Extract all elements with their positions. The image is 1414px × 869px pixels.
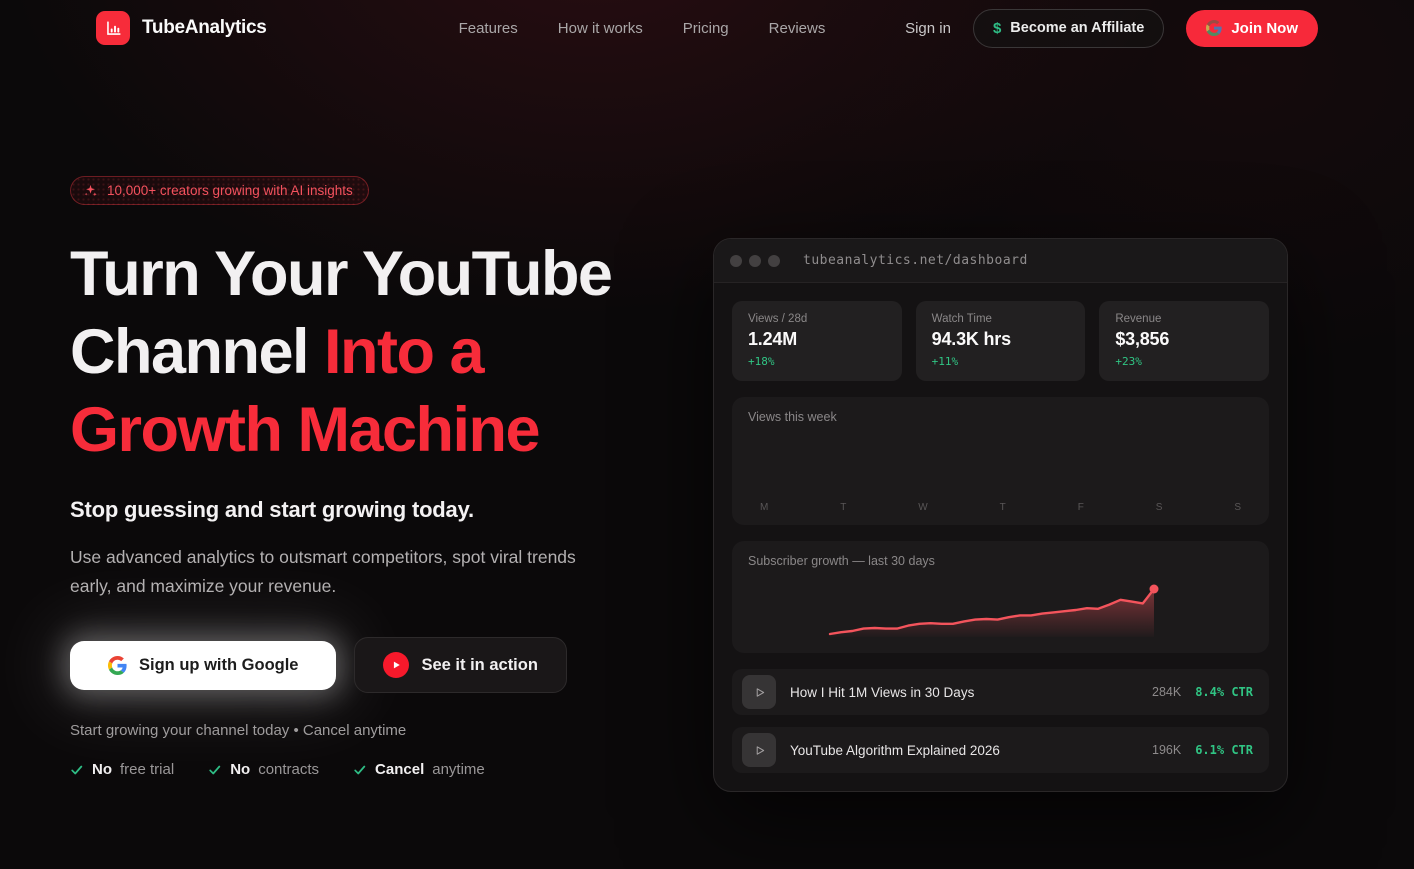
- dashboard-body: Views / 28d 1.24M +18% Watch Time 94.3K …: [714, 283, 1287, 791]
- sparkles-icon: [84, 184, 97, 197]
- hero-section: 10,000+ creators growing with AI insight…: [70, 176, 690, 778]
- check-bold-text: No: [92, 761, 112, 779]
- day-label: S: [1155, 502, 1163, 513]
- stat-card-revenue: Revenue $3,856 +23%: [1099, 301, 1269, 381]
- subscriber-growth-panel: Subscriber growth — last 30 days: [732, 541, 1269, 653]
- subscriber-line-chart: [828, 584, 1159, 637]
- address-bar-url: tubeanalytics.net/dashboard: [803, 253, 1028, 268]
- video-views: 196K: [1152, 743, 1182, 757]
- day-label: M: [760, 502, 769, 513]
- badge-text: 10,000+ creators growing with AI insight…: [107, 183, 353, 198]
- hero-body-text: Use advanced analytics to outsmart compe…: [70, 547, 576, 597]
- hero-title: Turn Your YouTube Channel Into a Growth …: [70, 235, 670, 469]
- become-affiliate-button[interactable]: $ Become an Affiliate: [972, 8, 1165, 48]
- day-label: T: [840, 502, 847, 513]
- stat-label: Revenue: [1115, 313, 1162, 325]
- stat-label: Views / 28d: [748, 313, 808, 325]
- cta-row: Sign up with Google See it in action: [70, 637, 690, 694]
- day-label: S: [1234, 502, 1241, 513]
- stat-label: Watch Time: [931, 313, 992, 325]
- affiliate-button-label: Become an Affiliate: [1010, 20, 1145, 36]
- video-row[interactable]: How I Hit 1M Views in 30 Days 284K 8.4% …: [732, 669, 1269, 715]
- video-row[interactable]: YouTube Algorithm Explained 2026 196K 6.…: [732, 727, 1269, 773]
- nav-links: Features How it works Pricing Reviews: [459, 20, 826, 37]
- brand-name: TubeAnalytics: [142, 17, 267, 38]
- dollar-icon: $: [992, 19, 1002, 37]
- views-week-chart-panel: Views this week M T W T F S S: [732, 397, 1269, 525]
- bar-chart-logo-icon: [96, 11, 130, 45]
- browser-chrome: tubeanalytics.net/dashboard: [714, 239, 1287, 283]
- check-bold-text: No: [230, 761, 251, 779]
- hero-footnote: Start growing your channel today • Cance…: [70, 722, 407, 740]
- video-title: How I Hit 1M Views in 30 Days: [790, 684, 975, 700]
- stat-delta: +23%: [1115, 355, 1142, 368]
- nav-link-reviews[interactable]: Reviews: [768, 19, 826, 37]
- week-chart-title: Views this week: [748, 410, 837, 424]
- stat-value: 1.24M: [748, 329, 798, 349]
- video-title: YouTube Algorithm Explained 2026: [790, 742, 1000, 758]
- google-g-icon: [108, 655, 127, 675]
- stat-value: 94.3K hrs: [931, 329, 1011, 349]
- check-item-contracts: No contracts: [208, 761, 319, 778]
- social-proof-badge: 10,000+ creators growing with AI insight…: [70, 176, 369, 205]
- window-dot-icon: [730, 254, 742, 267]
- nav-actions: Sign in $ Become an Affiliate Join Now: [905, 8, 1318, 48]
- stat-delta: +18%: [748, 355, 775, 368]
- video-play-thumb-icon: [742, 675, 776, 709]
- checkmark-icon: [71, 765, 83, 775]
- dashboard-mockup: tubeanalytics.net/dashboard Views / 28d …: [713, 238, 1288, 792]
- day-label: W: [918, 502, 928, 513]
- demo-button-label: See it in action: [421, 655, 538, 674]
- check-rest-text: anytime: [432, 761, 485, 779]
- video-meta: 196K 6.1% CTR: [1152, 743, 1253, 757]
- nav-link-how-it-works[interactable]: How it works: [557, 19, 643, 37]
- day-label: F: [1077, 502, 1084, 513]
- video-views: 284K: [1152, 685, 1182, 699]
- nav-link-features[interactable]: Features: [458, 19, 518, 37]
- google-button-label: Sign up with Google: [139, 655, 299, 674]
- stat-card-views: Views / 28d 1.24M +18%: [732, 301, 902, 381]
- nav-link-pricing[interactable]: Pricing: [682, 19, 729, 37]
- sign-in-link[interactable]: Sign in: [905, 19, 951, 37]
- check-rest-text: free trial: [120, 761, 175, 779]
- video-ctr: 6.1% CTR: [1195, 743, 1253, 757]
- join-now-button[interactable]: Join Now: [1186, 9, 1318, 47]
- day-label: T: [999, 502, 1006, 513]
- window-dot-icon: [749, 254, 761, 267]
- navbar: TubeAnalytics Features How it works Pric…: [0, 0, 1414, 56]
- play-icon: [383, 652, 410, 679]
- week-chart-x-axis: M T W T F S S: [760, 502, 1241, 513]
- check-item-free-trial: No free trial: [70, 761, 174, 778]
- checkmark-icon: [354, 765, 366, 775]
- join-button-label: Join Now: [1231, 19, 1298, 37]
- stat-delta: +11%: [931, 355, 959, 368]
- stat-cards: Views / 28d 1.24M +18% Watch Time 94.3K …: [732, 301, 1269, 381]
- check-item-cancel: Cancel anytime: [353, 761, 485, 778]
- window-dot-icon: [768, 254, 780, 267]
- guarantee-checklist: No free trial No contracts Cancel anytime: [70, 761, 690, 778]
- check-bold-text: Cancel: [375, 761, 425, 779]
- hero-title-white: Turn Your YouTube Channel: [70, 239, 613, 388]
- video-meta: 284K 8.4% CTR: [1152, 685, 1253, 699]
- stat-card-watch-time: Watch Time 94.3K hrs +11%: [915, 301, 1086, 381]
- hero-subtitle: Stop guessing and start growing today.: [70, 497, 474, 523]
- check-rest-text: contracts: [258, 761, 320, 779]
- google-g-icon: [1206, 20, 1222, 36]
- sign-up-google-button[interactable]: Sign up with Google: [70, 640, 337, 690]
- hero-title-red: Into a Growth Machine: [70, 317, 541, 466]
- stat-value: $3,856: [1115, 329, 1170, 349]
- brand[interactable]: TubeAnalytics: [96, 11, 267, 45]
- video-ctr: 8.4% CTR: [1195, 685, 1253, 699]
- subscriber-chart-title: Subscriber growth — last 30 days: [748, 554, 935, 568]
- see-it-in-action-button[interactable]: See it in action: [354, 637, 567, 694]
- checkmark-icon: [209, 765, 221, 775]
- video-play-thumb-icon: [742, 733, 776, 767]
